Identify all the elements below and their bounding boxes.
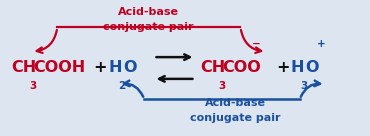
Text: Acid-base: Acid-base bbox=[118, 7, 178, 17]
Text: CH: CH bbox=[11, 61, 36, 75]
Text: COO: COO bbox=[223, 61, 262, 75]
Text: +: + bbox=[276, 61, 289, 75]
Text: +: + bbox=[93, 61, 107, 75]
Text: 3: 3 bbox=[29, 81, 36, 91]
Text: H: H bbox=[290, 61, 304, 75]
Text: H: H bbox=[108, 61, 121, 75]
Text: 3: 3 bbox=[301, 81, 308, 91]
Text: conjugate pair: conjugate pair bbox=[103, 22, 193, 32]
Text: COOH: COOH bbox=[33, 61, 85, 75]
Text: +: + bbox=[317, 38, 326, 49]
Text: O: O bbox=[305, 61, 319, 75]
Text: 3: 3 bbox=[218, 81, 226, 91]
Text: Acid-base: Acid-base bbox=[205, 98, 265, 108]
Text: conjugate pair: conjugate pair bbox=[190, 113, 280, 123]
Text: −: − bbox=[252, 38, 260, 49]
Text: 2: 2 bbox=[118, 81, 126, 91]
Text: O: O bbox=[123, 61, 136, 75]
Text: CH: CH bbox=[201, 61, 226, 75]
